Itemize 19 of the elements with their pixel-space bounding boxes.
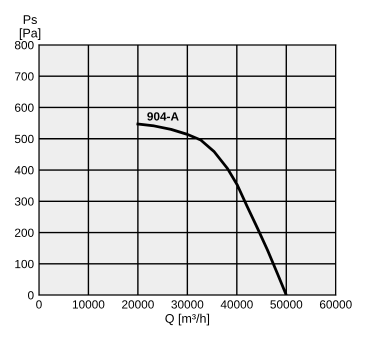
y-tick-label: 200	[14, 228, 34, 237]
y-tick-label: 0	[28, 291, 34, 300]
y-tick-label: 800	[14, 40, 34, 50]
x-tick-label: 30000	[171, 300, 204, 309]
x-tick-label: 40000	[220, 300, 253, 309]
x-tick-label: 20000	[122, 300, 154, 309]
series-label: 904-A	[147, 112, 179, 121]
y-tick-label: 500	[14, 134, 34, 144]
y-tick-label: 700	[15, 72, 34, 81]
y-tick-label: 300	[14, 197, 34, 206]
x-tick-label: 10000	[72, 300, 104, 309]
y-axis-title: Ps [Pa]	[20, 15, 40, 40]
x-tick-label: 60000	[320, 300, 352, 309]
x-tick-label: 0	[36, 300, 42, 309]
x-axis-title: Q [m³/h]	[165, 314, 210, 326]
y-tick-label: 600	[15, 104, 34, 112]
y-tick-label: 100	[15, 260, 34, 268]
y-tick-label: 400	[14, 166, 34, 174]
x-tick-label: 50000	[270, 300, 302, 309]
